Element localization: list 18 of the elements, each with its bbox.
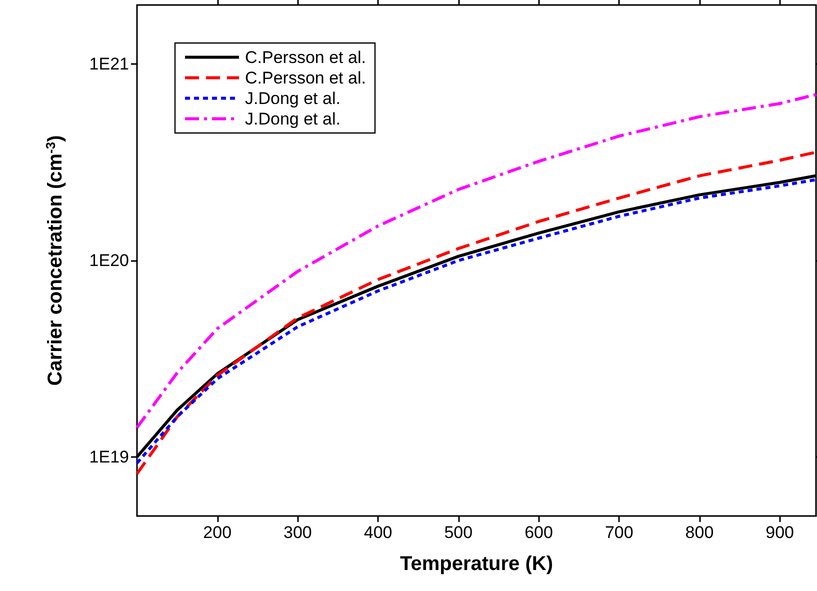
legend-label: C.Persson et al. (245, 48, 366, 67)
x-tick-label: 900 (766, 523, 794, 542)
x-tick-label: 200 (203, 523, 232, 542)
y-tick-label: 1E19 (89, 447, 129, 466)
line-series (136, 93, 817, 430)
x-tick-label: 500 (444, 523, 473, 542)
x-tick-label: 400 (364, 523, 392, 542)
x-tick-label: 700 (604, 523, 634, 542)
legend-label: C.Persson et al. (245, 68, 366, 88)
legend-label: J.Dong et al. (245, 88, 340, 108)
x-tick-label: 300 (284, 523, 312, 542)
x-tick-label: 800 (685, 523, 714, 542)
y-tick-label: 1E21 (89, 54, 129, 74)
x-tick-label: 600 (524, 523, 553, 542)
legend-label: J.Dong et al. (245, 109, 340, 128)
x-axis-title: Temperature (K) (400, 553, 553, 575)
y-tick-label: 1E20 (89, 251, 129, 270)
y-axis-title: Carrier concetration (cm-3) (43, 135, 66, 386)
